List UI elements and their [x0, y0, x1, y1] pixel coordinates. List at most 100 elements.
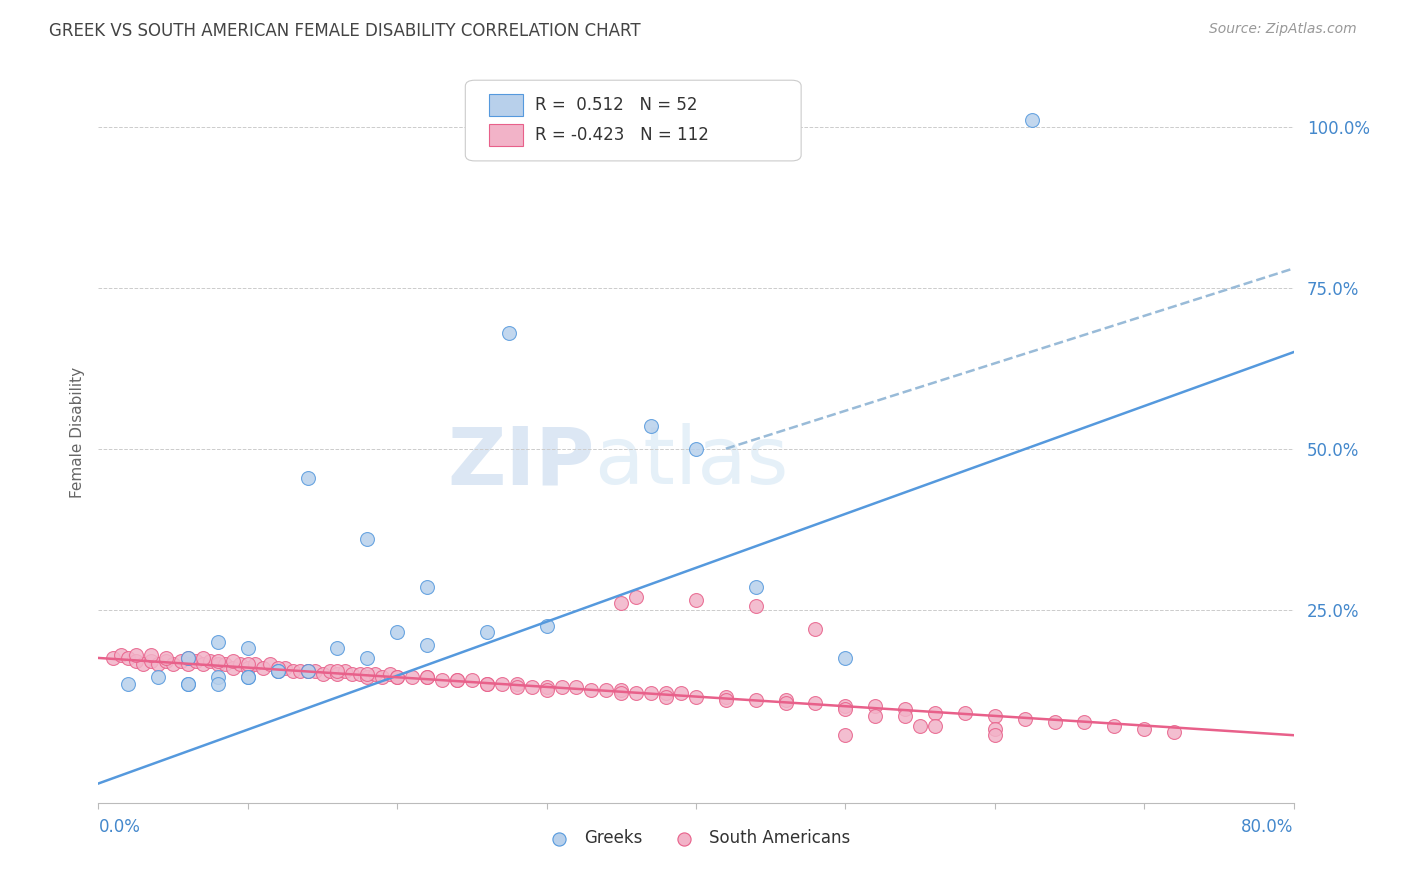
Point — [984, 709, 1007, 723]
Point — [446, 673, 468, 688]
Y-axis label: Female Disability: Female Disability — [69, 367, 84, 499]
Point — [520, 680, 543, 694]
Point — [267, 664, 290, 678]
Point — [834, 651, 856, 665]
Point — [1021, 113, 1043, 128]
Point — [640, 686, 662, 700]
Point — [385, 670, 409, 684]
Point — [385, 670, 409, 684]
Point — [103, 651, 125, 665]
Point — [125, 654, 148, 668]
Point — [714, 690, 737, 704]
Point — [139, 648, 162, 662]
Point — [169, 654, 191, 668]
Point — [745, 693, 768, 707]
Point — [416, 638, 439, 652]
Point — [804, 696, 827, 710]
Point — [356, 651, 378, 665]
Point — [565, 680, 588, 694]
Point — [349, 667, 371, 681]
Point — [1014, 712, 1036, 726]
Point — [311, 667, 333, 681]
Point — [536, 680, 558, 694]
Point — [139, 654, 162, 668]
Point — [267, 664, 290, 678]
Point — [117, 676, 139, 690]
Point — [610, 686, 633, 700]
Text: ZIP: ZIP — [447, 423, 595, 501]
Point — [506, 680, 529, 694]
Point — [207, 657, 229, 672]
Point — [177, 676, 200, 690]
Point — [685, 442, 707, 456]
Point — [222, 654, 245, 668]
Point — [834, 702, 856, 716]
Text: R = -0.423   N = 112: R = -0.423 N = 112 — [534, 126, 709, 144]
Point — [655, 690, 678, 704]
Point — [626, 590, 648, 604]
Point — [191, 651, 214, 665]
Point — [274, 660, 297, 674]
Point — [207, 676, 229, 690]
Point — [245, 657, 267, 672]
Point — [401, 670, 423, 684]
Point — [475, 676, 498, 690]
Point — [775, 696, 797, 710]
Point — [326, 667, 349, 681]
Point — [364, 667, 387, 681]
Point — [281, 664, 304, 678]
Point — [148, 657, 170, 672]
Point — [626, 686, 648, 700]
Text: atlas: atlas — [595, 423, 789, 501]
Point — [304, 664, 326, 678]
Point — [745, 580, 768, 594]
Point — [385, 625, 409, 640]
Point — [610, 596, 633, 610]
Point — [132, 657, 155, 672]
Point — [207, 635, 229, 649]
Text: Source: ZipAtlas.com: Source: ZipAtlas.com — [1209, 22, 1357, 37]
Point — [610, 683, 633, 698]
Point — [177, 651, 200, 665]
Point — [155, 651, 177, 665]
Point — [191, 657, 214, 672]
Point — [669, 686, 692, 700]
Point — [685, 690, 707, 704]
Point — [207, 670, 229, 684]
Point — [491, 676, 513, 690]
Point — [775, 693, 797, 707]
Point — [214, 657, 236, 672]
Point — [745, 599, 768, 614]
Point — [297, 664, 319, 678]
Point — [984, 728, 1007, 742]
Point — [222, 660, 245, 674]
Point — [1163, 725, 1185, 739]
Point — [326, 664, 349, 678]
Point — [207, 654, 229, 668]
Point — [865, 699, 887, 714]
Point — [356, 670, 378, 684]
Point — [714, 693, 737, 707]
Point — [640, 419, 662, 434]
Point — [834, 699, 856, 714]
Point — [894, 709, 917, 723]
Point — [319, 664, 342, 678]
Point — [894, 702, 917, 716]
Bar — [489, 95, 523, 117]
Point — [416, 670, 439, 684]
Bar — [489, 124, 523, 146]
Point — [416, 670, 439, 684]
Point — [655, 686, 678, 700]
Point — [236, 657, 259, 672]
Point — [924, 718, 946, 732]
Point — [1133, 722, 1156, 736]
Point — [333, 664, 356, 678]
Point — [297, 471, 319, 485]
Point — [953, 706, 976, 720]
Point — [685, 593, 707, 607]
Point — [236, 660, 259, 674]
Point — [430, 673, 453, 688]
Point — [536, 683, 558, 698]
Point — [378, 667, 401, 681]
Point — [834, 728, 856, 742]
